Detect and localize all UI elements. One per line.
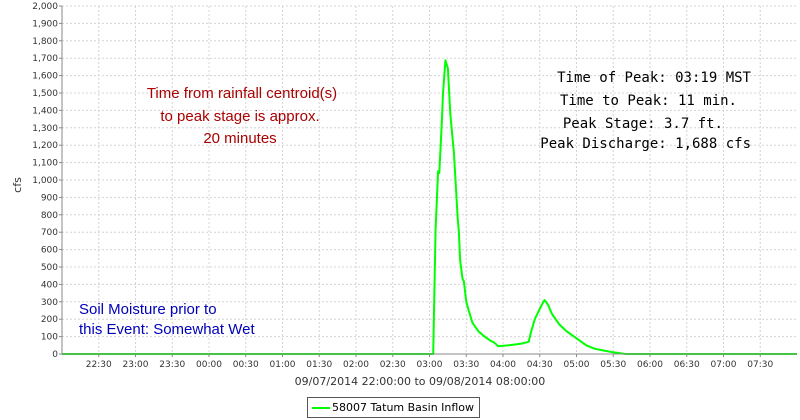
y-tick-label: 300 xyxy=(41,298,58,308)
y-tick-label: 2,000 xyxy=(32,2,58,12)
x-tick-label: 03:00 xyxy=(417,360,443,370)
x-tick-label: 01:30 xyxy=(306,360,332,370)
x-tick-label: 00:00 xyxy=(196,360,222,370)
series-lines xyxy=(62,59,797,355)
y-tick-label: 1,000 xyxy=(32,176,58,186)
x-tick-label: 04:30 xyxy=(527,360,553,370)
y-tick-label: 1,600 xyxy=(32,72,58,82)
rainfall-centroid-annotation: Time from rainfall centroid(s) to peak s… xyxy=(147,85,337,147)
annotation-line: Time from rainfall centroid(s) xyxy=(147,85,337,102)
x-tick-label: 23:30 xyxy=(159,360,185,370)
x-tick-label: 00:30 xyxy=(233,360,259,370)
x-axis-label: 09/07/2014 22:00:00 to 09/08/2014 08:00:… xyxy=(295,375,546,388)
y-axis-label: cfs xyxy=(11,177,24,193)
x-tick-label: 22:30 xyxy=(86,360,112,370)
y-tick-label: 800 xyxy=(41,211,58,221)
x-gridlines xyxy=(98,6,761,354)
x-tick-label: 07:00 xyxy=(711,360,737,370)
y-tick-label: 100 xyxy=(41,333,58,343)
annotation-line: this Event: Somewhat Wet xyxy=(79,321,255,338)
y-tick-label: 600 xyxy=(41,246,58,256)
legend-swatch xyxy=(312,406,330,409)
soil-moisture-annotation: Soil Moisture prior to this Event: Somew… xyxy=(79,301,255,338)
x-tick-label: 06:30 xyxy=(674,360,700,370)
y-tick-label: 1,300 xyxy=(32,124,58,134)
y-gridlines xyxy=(62,5,797,338)
x-tick-label: 05:30 xyxy=(600,360,626,370)
x-tick-label: 06:00 xyxy=(637,360,663,370)
y-tick-label: 0 xyxy=(52,350,58,360)
annotation-line: Soil Moisture prior to xyxy=(79,301,217,318)
legend-label: 58007 Tatum Basin Inflow xyxy=(332,401,475,414)
y-tick-label: 400 xyxy=(41,280,58,290)
series-line xyxy=(62,59,797,355)
y-tick-labels: 0 100 200 300 400 500 600 700 800 900 1,000 1,100 1,… xyxy=(32,2,62,360)
x-tick-label: 02:00 xyxy=(343,360,369,370)
annotation-line: Peak Stage: 3.7 ft. xyxy=(563,116,723,132)
x-tick-label: 01:00 xyxy=(270,360,296,370)
annotation-line: Time to Peak: 11 min. xyxy=(560,93,737,109)
y-tick-label: 900 xyxy=(41,193,58,203)
x-tick-label: 04:00 xyxy=(490,360,516,370)
annotation-line: Time of Peak: 03:19 MST xyxy=(557,70,751,86)
x-tick-label: 05:00 xyxy=(564,360,590,370)
y-tick-label: 1,400 xyxy=(32,106,58,116)
peak-info-annotation: Time of Peak: 03:19 MST Time to Peak: 11… xyxy=(540,70,751,152)
x-tick-label: 02:30 xyxy=(380,360,406,370)
y-tick-label: 1,900 xyxy=(32,19,58,29)
y-tick-label: 200 xyxy=(41,315,58,325)
x-tick-label: 23:00 xyxy=(123,360,149,370)
x-tick-labels: 22:30 23:00 23:30 00:00 00:30 01:00 01:30 02:00… xyxy=(86,354,773,370)
y-tick-label: 1,200 xyxy=(32,141,58,151)
y-tick-label: 1,700 xyxy=(32,54,58,64)
y-tick-label: 500 xyxy=(41,263,58,273)
annotation-line: to peak stage is approx. xyxy=(160,108,319,125)
legend: 58007 Tatum Basin Inflow xyxy=(307,397,481,418)
annotation-line: Peak Discharge: 1,688 cfs xyxy=(540,136,751,152)
y-tick-label: 1,500 xyxy=(32,89,58,99)
y-tick-label: 700 xyxy=(41,228,58,238)
annotation-line: 20 minutes xyxy=(203,130,276,147)
y-tick-label: 1,800 xyxy=(32,37,58,47)
x-tick-label: 07:30 xyxy=(747,360,773,370)
y-tick-label: 1,100 xyxy=(32,159,58,169)
x-tick-label: 03:30 xyxy=(453,360,479,370)
